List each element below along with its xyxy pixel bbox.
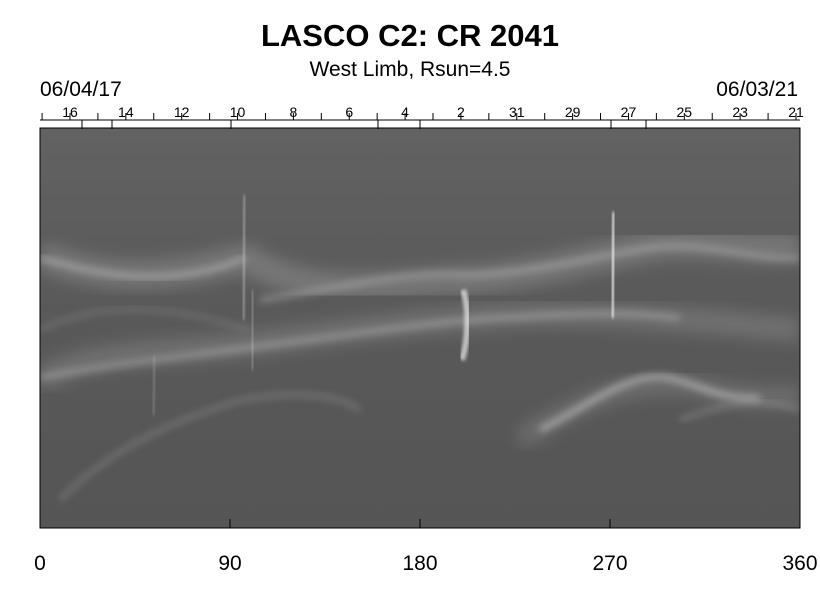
top-day-label: 23: [732, 104, 748, 120]
x-tick-label: 180: [402, 552, 437, 575]
start-date-label: 06/04/17: [40, 78, 122, 101]
top-day-label: 14: [118, 104, 134, 120]
chart-subtitle: West Limb, Rsun=4.5: [309, 58, 511, 81]
bottom-longitude-axis: 0 90 180 270 360: [34, 519, 818, 575]
top-day-label: 10: [230, 104, 246, 120]
top-day-label: 27: [621, 104, 637, 120]
top-day-label: 4: [401, 104, 409, 120]
x-tick-label: 90: [218, 552, 241, 575]
top-day-label: 8: [289, 104, 297, 120]
top-day-label: 16: [62, 104, 78, 120]
x-tick-label: 0: [34, 552, 46, 575]
end-date-label: 06/03/21: [716, 78, 798, 101]
top-day-label: 2: [457, 104, 465, 120]
top-day-label: 31: [509, 104, 525, 120]
top-day-label: 29: [565, 104, 581, 120]
x-tick-label: 270: [592, 552, 627, 575]
top-day-label: 21: [788, 104, 804, 120]
top-day-label: 25: [677, 104, 693, 120]
coronal-features: [40, 194, 800, 502]
top-day-label: 12: [174, 104, 190, 120]
chart-title: LASCO C2: CR 2041: [260, 18, 560, 53]
top-day-label: 6: [345, 104, 353, 120]
top-day-axis: 16 14 12 10 8 6 4 2 31 29 27 25 23 21: [41, 104, 804, 129]
x-tick-label: 360: [782, 552, 817, 575]
